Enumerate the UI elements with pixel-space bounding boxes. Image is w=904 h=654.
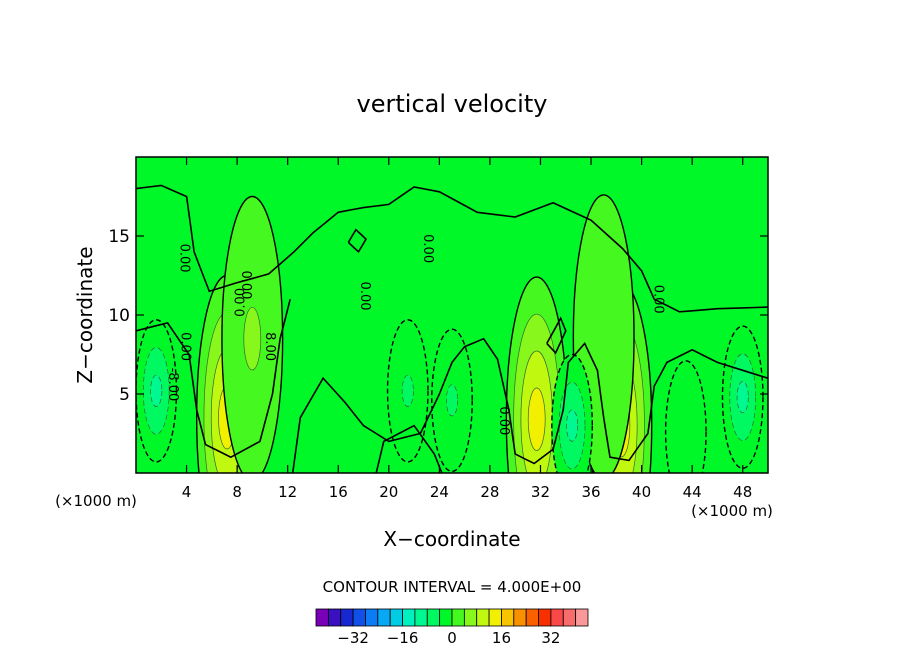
- x-tick-label: 40: [632, 483, 651, 501]
- colorbar-swatch: [538, 608, 552, 627]
- x-tick-label: 12: [278, 483, 297, 501]
- y-axis-label: Z−coordinate: [73, 246, 97, 383]
- colorbar-swatch: [352, 608, 366, 627]
- updraft-level-8: [243, 307, 262, 371]
- chart-title: vertical velocity: [357, 90, 548, 118]
- downdraft-level--12: [150, 374, 163, 407]
- colorbar-swatch: [340, 608, 354, 627]
- contour-label: 0.00: [176, 244, 191, 273]
- x-unit-left: (×1000 m): [55, 492, 137, 510]
- contour-label: 0.00: [238, 271, 253, 300]
- x-tick-label: 28: [480, 483, 499, 501]
- colorbar-swatch: [315, 608, 329, 627]
- colorbar-tick-label: 16: [492, 629, 511, 647]
- downdraft-level--8: [445, 384, 459, 417]
- y-tick-label: 15: [108, 227, 130, 247]
- x-axis-label: X−coordinate: [383, 527, 520, 551]
- y-tick-label: 10: [108, 306, 130, 326]
- downdraft-level--12: [566, 409, 579, 442]
- x-tick-label: 16: [329, 483, 348, 501]
- colorbar-swatch: [488, 608, 502, 627]
- colorbar-swatch: [575, 608, 589, 627]
- colorbar-tick-label: −32: [337, 629, 369, 647]
- zero-contours: [136, 184, 768, 473]
- contour-label: 0.00: [496, 406, 511, 435]
- zero-contour-0: [136, 184, 768, 313]
- downdraft-level--12: [736, 381, 749, 414]
- contour-labels: 0.000.000.00 0.000.000.000.000.00-8.008.0…: [165, 234, 665, 435]
- colorbar-swatch: [426, 608, 441, 627]
- zero-contour-1: [136, 299, 291, 459]
- plot-area: [136, 157, 768, 473]
- y-tick-label: 5: [119, 385, 130, 405]
- colorbar-swatch: [550, 608, 564, 627]
- x-tick-label: 44: [683, 483, 702, 501]
- contour-label: 8.00: [262, 332, 277, 361]
- downdraft-level--8: [401, 374, 414, 407]
- downdraft-cell-9: [721, 325, 764, 469]
- contour-interval-label: CONTOUR INTERVAL = 4.000E+00: [323, 578, 582, 596]
- x-tick-label: 48: [733, 483, 752, 501]
- zero-contour-4: [347, 228, 368, 254]
- colorbar-swatch: [365, 608, 379, 627]
- x-axis: 4 8 12 16 20 24 28 32 36 40 44 48: [182, 157, 752, 501]
- updraft-cell-1: [221, 195, 284, 473]
- contour-label: 0.00: [234, 288, 249, 317]
- colorbar-swatch: [463, 608, 478, 627]
- colorbar-swatch: [501, 608, 515, 627]
- zero-contour-2: [291, 337, 768, 473]
- colorbar-swatch: [377, 608, 391, 627]
- contour-label: 0.00: [420, 234, 435, 263]
- colorbar-swatch: [451, 608, 465, 627]
- colorbar: −32 −16 0 16 32: [315, 608, 589, 647]
- zero-contour-3: [375, 424, 443, 473]
- x-tick-label: 4: [182, 483, 192, 501]
- x-tick-label: 36: [581, 483, 600, 501]
- colorbar-swatch: [562, 608, 577, 627]
- velocity-features: [136, 194, 764, 473]
- x-unit-right: (×1000 m): [691, 502, 773, 520]
- colorbar-swatch: [525, 608, 539, 627]
- colorbar-tick-label: −16: [387, 629, 419, 647]
- colorbar-swatch: [327, 608, 342, 627]
- colorbar-tick-label: 32: [541, 629, 560, 647]
- downdraft-cell-8: [551, 353, 593, 473]
- x-tick-label: 20: [379, 483, 398, 501]
- contour-label: 0.00: [178, 332, 193, 361]
- contour-label: 0.00: [650, 285, 665, 314]
- colorbar-tick-label: 0: [447, 629, 457, 647]
- x-tick-label: 32: [531, 483, 550, 501]
- colorbar-swatch: [439, 608, 453, 627]
- colorbar-swatch: [476, 608, 490, 627]
- zero-contour-5: [546, 316, 567, 355]
- x-tick-label: 8: [232, 483, 242, 501]
- colorbar-swatch: [513, 608, 527, 627]
- contour-label: -8.00: [165, 368, 180, 402]
- colorbar-swatch: [414, 608, 428, 627]
- x-tick-label: 24: [430, 483, 449, 501]
- updraft-level-16: [527, 387, 546, 451]
- colorbar-swatch: [402, 608, 416, 627]
- downdraft-cell-10: [664, 360, 707, 473]
- y-axis: 5 10 15: [108, 227, 768, 405]
- downdraft-level--4: [664, 360, 707, 473]
- downdraft-cell-5: [136, 319, 178, 463]
- downdraft-cell-7: [431, 328, 473, 473]
- contour-label: 0.00: [357, 282, 372, 311]
- colorbar-swatch: [389, 608, 403, 627]
- downdraft-cell-6: [386, 319, 429, 463]
